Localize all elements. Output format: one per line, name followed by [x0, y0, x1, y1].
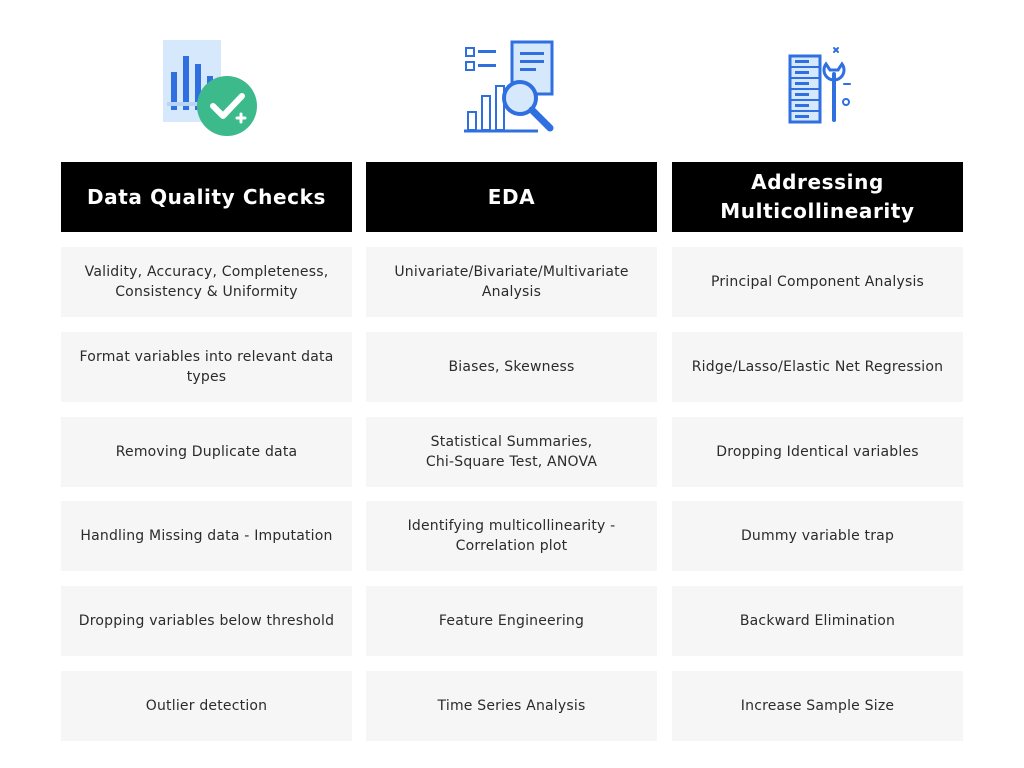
list-item: Time Series Analysis [366, 671, 657, 741]
column-eda: EDA Univariate/Bivariate/Multivariate An… [366, 0, 657, 768]
list-item: Removing Duplicate data [61, 417, 352, 487]
list-item: Ridge/Lasso/Elastic Net Regression [672, 332, 963, 402]
column-data-quality-checks: Data Quality Checks Validity, Accuracy, … [61, 0, 352, 768]
list-item: Format variables into relevant data type… [61, 332, 352, 402]
list-item: Increase Sample Size [672, 671, 963, 741]
list-item: Backward Elimination [672, 586, 963, 656]
list-item: Feature Engineering [366, 586, 657, 656]
report-check-icon [162, 40, 257, 136]
list-item: Biases, Skewness [366, 332, 657, 402]
list-item: Univariate/Bivariate/Multivariate Analys… [366, 247, 657, 317]
list-item: Identifying multicollinearity - Correlat… [366, 501, 657, 571]
server-wrench-icon [788, 47, 851, 124]
list-item: Dropping variables below threshold [61, 586, 352, 656]
list-item: Statistical Summaries, Chi-Square Test, … [366, 417, 657, 487]
data-analysis-magnifier-icon [463, 40, 553, 133]
list-item: Principal Component Analysis [672, 247, 963, 317]
column-header: Data Quality Checks [61, 162, 352, 232]
list-item: Dummy variable trap [672, 501, 963, 571]
list-item: Outlier detection [61, 671, 352, 741]
list-item: Validity, Accuracy, Completeness, Consis… [61, 247, 352, 317]
list-item: Dropping Identical variables [672, 417, 963, 487]
column-header: Addressing Multicollinearity [672, 162, 963, 232]
column-addressing-multicollinearity: Addressing Multicollinearity Principal C… [672, 0, 963, 768]
column-header: EDA [366, 162, 657, 232]
list-item: Handling Missing data - Imputation [61, 501, 352, 571]
